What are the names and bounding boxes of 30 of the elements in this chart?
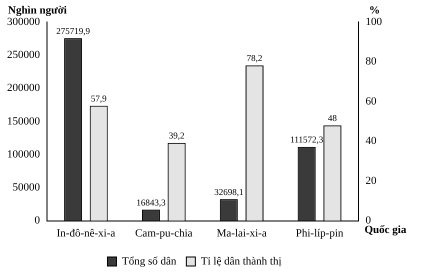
legend-label: Tổng số dân [122,255,177,268]
y2-tick-label: 60 [366,95,377,108]
y-tick-label: 250000 [7,49,40,62]
y2-axis-title: % [369,4,380,16]
y-tick-label: 50000 [12,182,40,194]
y2-tick-label: 80 [366,56,377,68]
data-label: 48 [328,113,338,124]
y2-tick-label: 20 [366,174,377,187]
y-tick-label: 150000 [7,115,40,128]
y-axis-title: Nghìn người [8,4,67,16]
y2-tick-label: 100 [366,16,382,28]
x-tick-label: Phi-líp-pin [296,227,344,240]
y-tick-label: 300000 [7,16,40,28]
x-tick-label: Cam-pu-chia [135,227,193,240]
data-label: 275719,9 [56,26,90,36]
y-tick-label: 0 [34,214,40,227]
data-label: 39,2 [168,130,185,141]
data-label: 111572,3 [290,134,324,145]
x-tick-label: In-đô-nê-xi-a [56,227,116,240]
data-label: 78,2 [246,53,262,64]
y2-tick-label: 40 [366,135,377,148]
x-tick-label: Ma-lai-xi-a [216,227,267,240]
data-label: 32698,1 [214,186,244,197]
y2-tick-label: 0 [366,214,372,227]
y-tick-label: 200000 [7,82,40,94]
x-axis-title: Quốc gia [364,224,407,236]
data-label: 16843,3 [136,198,166,208]
legend-label: Tỉ lệ dân thành thị [200,255,282,268]
data-label: 57,9 [90,94,108,104]
y-tick-label: 100000 [7,148,40,160]
